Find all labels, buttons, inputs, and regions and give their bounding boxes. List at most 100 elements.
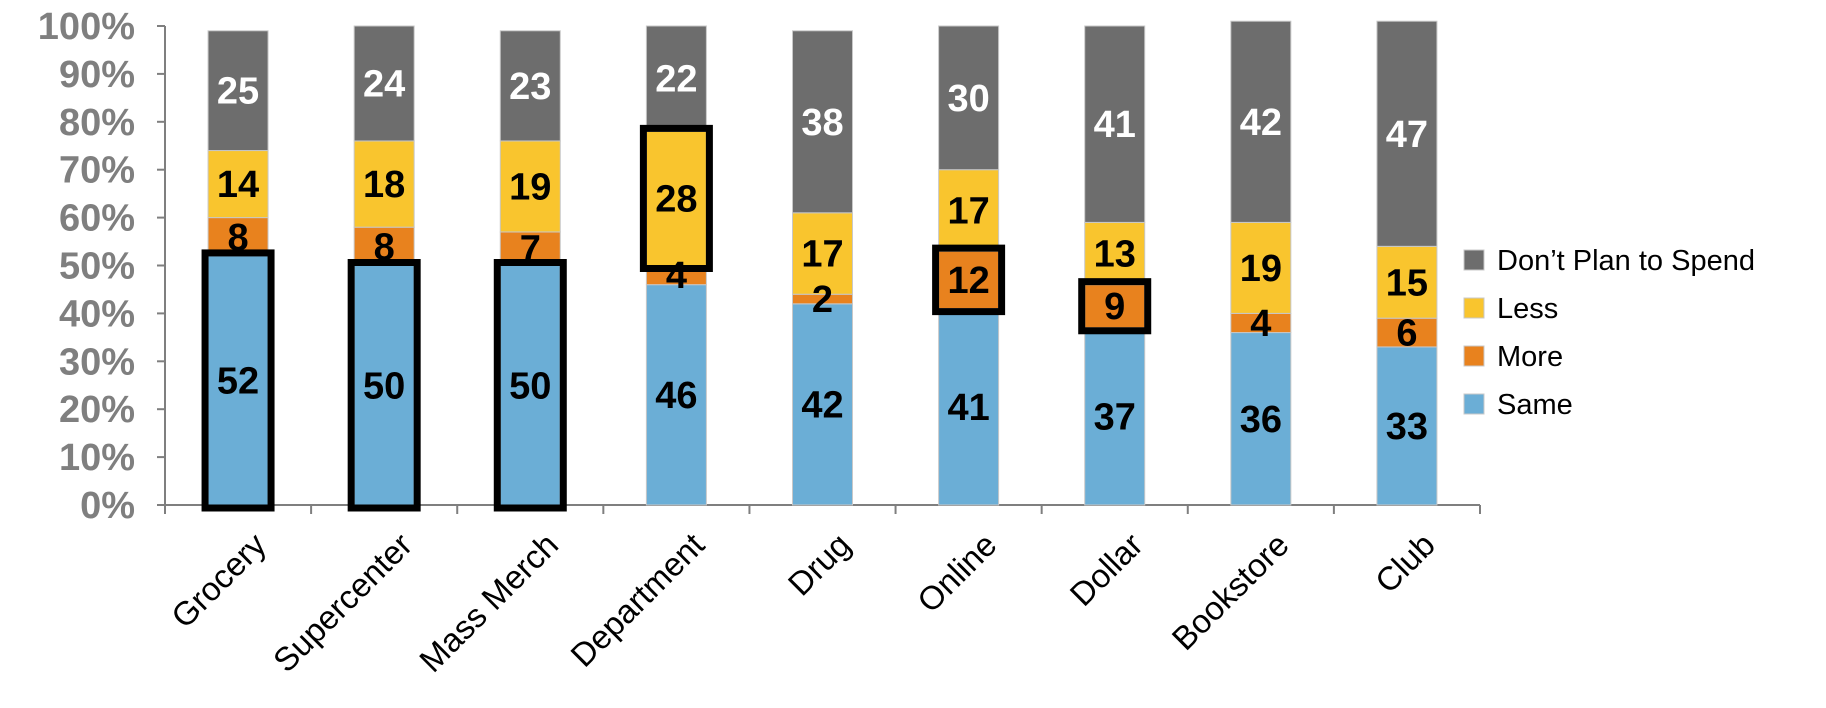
y-tick-label: 80%: [59, 102, 135, 144]
highlight-box-department: [639, 124, 713, 272]
data-label-supercenter-same: 50: [363, 365, 405, 407]
bar-mass-merch-same: [499, 265, 561, 506]
data-label-grocery-same: 52: [217, 360, 259, 402]
data-label-dollar-more: 9: [1104, 286, 1125, 328]
bar-online-less: [938, 169, 1000, 252]
data-label-bookstore-don-t-plan-to-spend: 42: [1240, 102, 1282, 144]
x-tick-label-dollar: Dollar: [1063, 526, 1150, 613]
y-tick-label: 10%: [59, 437, 135, 479]
bar-department-don-t-plan-to-spend: [645, 25, 707, 132]
data-label-department-more: 4: [666, 255, 687, 297]
data-label-supercenter-more: 8: [374, 226, 395, 268]
bar-club-don-t-plan-to-spend: [1376, 20, 1438, 247]
data-label-mass-merch-don-t-plan-to-spend: 23: [509, 66, 551, 108]
x-tick-label-drug: Drug: [781, 526, 858, 603]
data-label-dollar-less: 13: [1094, 234, 1136, 276]
y-tick-label: 50%: [59, 246, 135, 288]
highlight-box-supercenter: [347, 259, 421, 512]
data-label-drug-more: 2: [812, 279, 833, 321]
data-label-club-same: 33: [1386, 406, 1428, 448]
legend-label-more: More: [1497, 341, 1563, 373]
data-label-department-same: 46: [655, 375, 697, 417]
data-label-mass-merch-less: 19: [509, 166, 551, 208]
bar-dollar-same: [1084, 327, 1146, 506]
legend-label-don-t-plan-to-spend: Don’t Plan to Spend: [1497, 245, 1755, 277]
bar-mass-merch-less: [499, 140, 561, 233]
legend-label-same: Same: [1497, 389, 1573, 421]
data-label-club-less: 15: [1386, 262, 1428, 304]
data-label-club-don-t-plan-to-spend: 47: [1386, 114, 1428, 156]
data-label-grocery-less: 14: [217, 164, 259, 206]
data-label-supercenter-don-t-plan-to-spend: 24: [363, 63, 405, 105]
legend-swatch-don-t-plan-to-spend: [1463, 249, 1485, 271]
highlight-box-online: [932, 244, 1006, 316]
x-tick-label-bookstore: Bookstore: [1165, 526, 1296, 657]
y-tick-label: 90%: [59, 54, 135, 96]
bar-online-don-t-plan-to-spend: [938, 25, 1000, 171]
data-label-drug-same: 42: [801, 384, 843, 426]
bar-drug-don-t-plan-to-spend: [792, 30, 853, 214]
legend-swatch-less: [1463, 297, 1485, 319]
data-label-online-same: 41: [947, 387, 989, 429]
data-label-bookstore-more: 4: [1250, 303, 1271, 345]
x-tick-label-grocery: Grocery: [164, 525, 273, 634]
bar-dollar-less: [1084, 221, 1146, 286]
data-label-online-more: 12: [947, 260, 989, 302]
highlight-box-dollar: [1078, 278, 1152, 335]
data-label-grocery-more: 8: [227, 217, 248, 259]
bar-grocery-same: [207, 255, 269, 506]
highlight-box-mass-merch: [493, 259, 567, 512]
highlight-box-grocery: [201, 249, 275, 512]
data-label-drug-don-t-plan-to-spend: 38: [801, 102, 843, 144]
x-tick-label-department: Department: [563, 526, 711, 674]
y-tick-label: 30%: [59, 341, 135, 383]
data-label-supercenter-less: 18: [363, 164, 405, 206]
data-label-department-don-t-plan-to-spend: 22: [655, 59, 697, 101]
bar-mass-merch-don-t-plan-to-spend: [499, 30, 561, 142]
data-label-online-less: 17: [947, 190, 989, 232]
bar-online-more: [938, 250, 1000, 310]
data-label-dollar-don-t-plan-to-spend: 41: [1094, 104, 1136, 146]
data-label-mass-merch-same: 50: [509, 365, 551, 407]
legend-swatch-same: [1463, 393, 1485, 415]
y-tick-label: 40%: [59, 293, 135, 335]
y-tick-label: 20%: [59, 389, 135, 431]
data-label-grocery-don-t-plan-to-spend: 25: [217, 71, 259, 113]
bar-bookstore-same: [1230, 332, 1292, 506]
highlight-boxes: [201, 124, 1152, 512]
x-tick-label-club: Club: [1368, 526, 1442, 600]
bars: 5281425508182450719234642822422173841121…: [207, 20, 1438, 506]
y-tick-label: 0%: [80, 485, 135, 527]
y-axis: 0% 10% 20% 30% 40% 50% 60% 70% 80% 90% 100%: [38, 6, 166, 527]
data-label-bookstore-same: 36: [1240, 399, 1282, 441]
data-label-drug-less: 17: [801, 234, 843, 276]
bar-supercenter-don-t-plan-to-spend: [353, 25, 415, 142]
bar-supercenter-less: [353, 140, 415, 228]
bar-grocery-don-t-plan-to-spend: [207, 30, 269, 152]
bar-online-same: [938, 308, 1000, 506]
bar-department-less: [645, 130, 707, 266]
bar-drug-same: [792, 303, 853, 506]
data-label-bookstore-less: 19: [1240, 248, 1282, 290]
legend-label-less: Less: [1497, 293, 1558, 325]
bar-grocery-less: [207, 150, 269, 219]
legend-swatch-more: [1463, 345, 1485, 367]
x-tick-label-online: Online: [910, 526, 1004, 620]
data-label-dollar-same: 37: [1094, 396, 1136, 438]
data-label-club-more: 6: [1396, 313, 1417, 355]
bar-department-same: [645, 284, 707, 506]
bar-supercenter-same: [353, 265, 415, 506]
data-label-department-less: 28: [655, 178, 697, 220]
x-tick-label-supercenter: Supercenter: [266, 526, 419, 679]
bar-bookstore-less: [1230, 221, 1292, 314]
legend: Don’t Plan to Spend Less More Same: [1463, 245, 1755, 421]
y-tick-label: 60%: [59, 198, 135, 240]
bar-dollar-don-t-plan-to-spend: [1084, 25, 1146, 223]
bar-bookstore-don-t-plan-to-spend: [1230, 20, 1292, 223]
bar-club-less: [1376, 245, 1438, 319]
y-tick-label: 100%: [38, 6, 135, 48]
data-label-online-don-t-plan-to-spend: 30: [947, 78, 989, 120]
y-tick-label: 70%: [59, 150, 135, 192]
